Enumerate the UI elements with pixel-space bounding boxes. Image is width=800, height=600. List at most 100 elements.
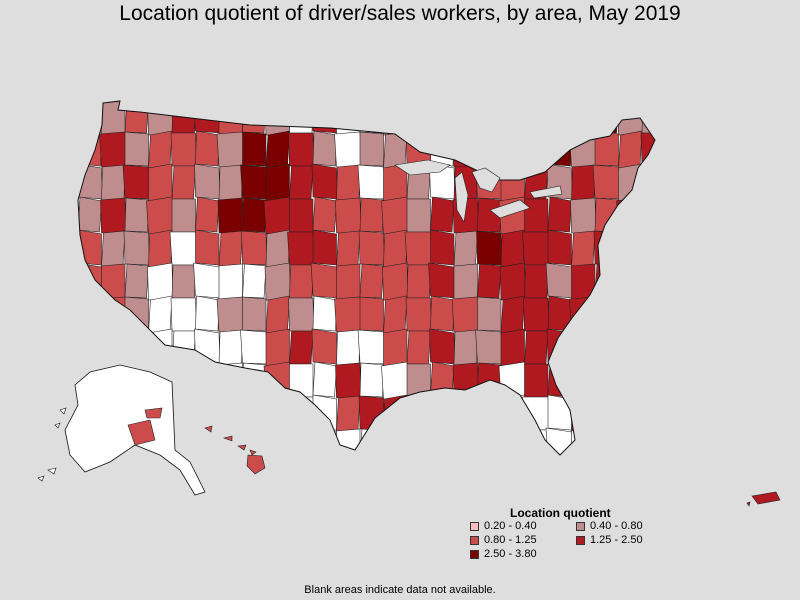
area-region [287, 231, 316, 266]
area-region [264, 427, 291, 455]
area-region [311, 163, 338, 200]
area-region [500, 328, 525, 367]
area-region [359, 101, 384, 134]
area-region [453, 395, 478, 432]
area-region [547, 196, 572, 233]
area-region [383, 328, 408, 367]
area-region [571, 230, 596, 267]
area-region [477, 296, 502, 332]
area-region [101, 164, 126, 201]
area-region [545, 262, 574, 299]
area-region [78, 328, 103, 365]
area-region [641, 198, 655, 233]
area-region [170, 132, 197, 167]
area-region [498, 361, 527, 400]
area-region [218, 395, 243, 432]
area-region [193, 427, 222, 455]
area-region [500, 229, 525, 268]
area-region [477, 101, 502, 134]
area-region [523, 132, 550, 167]
area-region [430, 394, 455, 431]
area-region [593, 395, 620, 431]
area-region [594, 263, 619, 299]
area-region [311, 328, 338, 365]
area-region [406, 198, 431, 233]
area-region [148, 130, 173, 169]
area-region [216, 131, 245, 168]
area-region [569, 296, 598, 333]
area-region [146, 196, 175, 235]
area-region [124, 197, 149, 233]
area-region [242, 263, 267, 299]
area-region [336, 395, 361, 432]
area-region [101, 263, 126, 300]
area-region [336, 263, 361, 300]
area-region [101, 329, 126, 366]
area-region [477, 197, 502, 233]
area-region [357, 164, 386, 200]
legend-title: Location quotient [510, 506, 611, 520]
area-region [218, 164, 243, 201]
area-region [406, 330, 431, 365]
area-region [78, 295, 102, 332]
area-region [428, 427, 457, 455]
area-region [169, 231, 198, 266]
area-region [148, 328, 173, 367]
area-region [476, 230, 503, 266]
legend-label: 0.40 - 0.80 [590, 520, 643, 532]
area-region [78, 163, 103, 200]
area-region [547, 130, 572, 167]
area-region [592, 329, 621, 365]
area-region [123, 230, 150, 266]
area-region [477, 428, 502, 455]
legend-swatch [576, 536, 585, 545]
alaska [37, 364, 206, 496]
area-region [218, 230, 243, 267]
area-region [124, 263, 149, 299]
area-region [383, 229, 408, 268]
area-region [289, 330, 314, 365]
area-region [571, 428, 596, 455]
area-region [618, 229, 643, 268]
area-region [594, 428, 619, 455]
area-region [312, 361, 337, 398]
area-region [381, 361, 410, 400]
area-region [264, 262, 291, 301]
area-region [218, 329, 243, 366]
area-region [242, 131, 267, 167]
area-region [430, 130, 455, 167]
area-region [124, 101, 149, 134]
area-region [147, 101, 174, 136]
area-region [334, 131, 363, 168]
area-region [78, 196, 102, 233]
area-region [101, 230, 126, 267]
area-region [430, 295, 455, 332]
area-region [99, 131, 128, 168]
area-region [571, 395, 596, 432]
area-region [289, 429, 314, 455]
legend-label: 1.25 - 2.50 [590, 534, 643, 546]
area-region [571, 101, 596, 135]
area-region [453, 428, 478, 455]
area-region [641, 363, 655, 398]
area-region [195, 394, 220, 431]
area-region [335, 197, 362, 234]
area-region [594, 101, 619, 134]
area-region [499, 262, 526, 301]
footnote: Blank areas indicate data not available. [304, 584, 496, 596]
area-region [265, 394, 290, 433]
area-region [359, 362, 384, 398]
area-region [359, 428, 384, 455]
area-region [171, 330, 196, 365]
area-region [78, 130, 102, 167]
area-region [263, 196, 292, 235]
area-region [639, 231, 655, 266]
area-region [195, 361, 220, 398]
area-region [100, 197, 127, 234]
area-region [312, 130, 337, 167]
area-region [452, 362, 479, 399]
area-region [218, 263, 243, 300]
area-region [594, 296, 619, 332]
area-region [640, 297, 655, 332]
